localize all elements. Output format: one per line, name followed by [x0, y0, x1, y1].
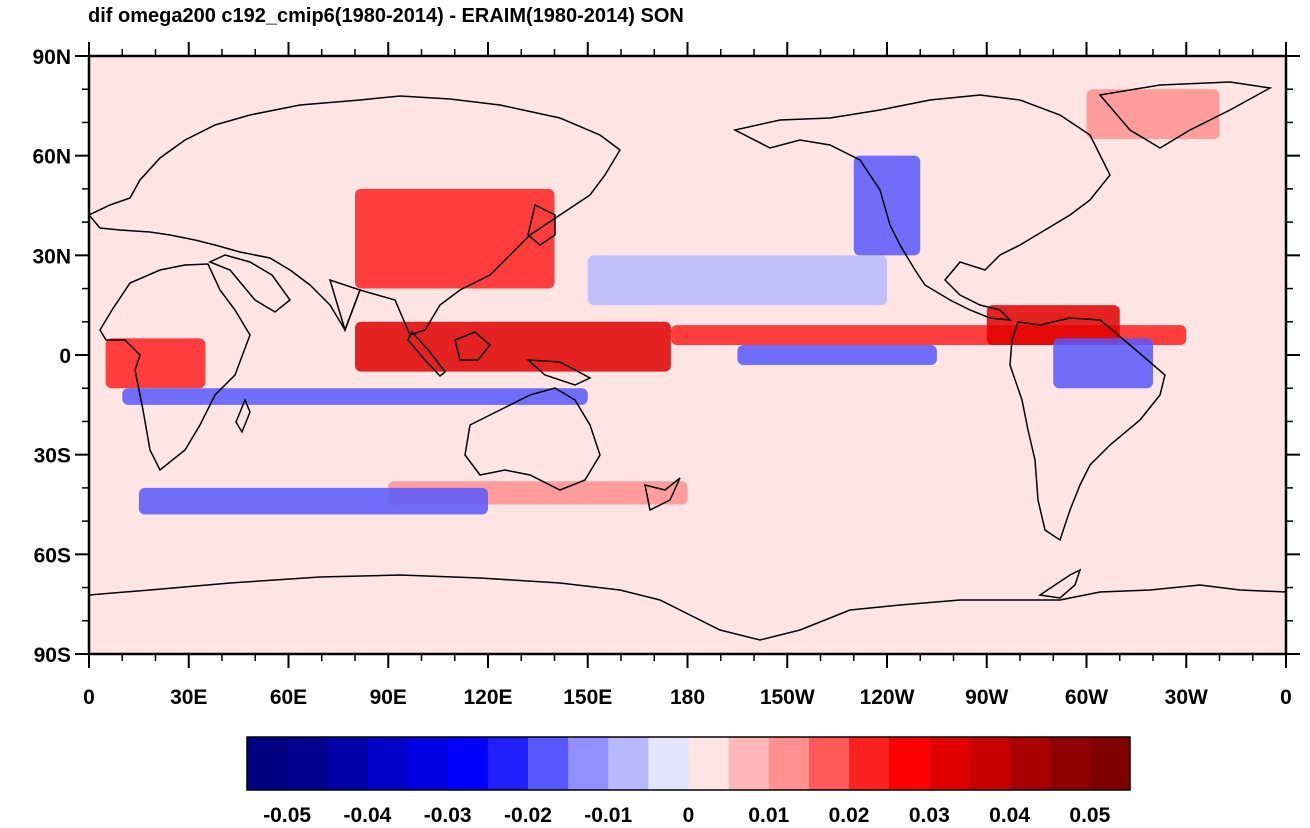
coast-newguinea: [525, 359, 592, 386]
colorbar-box: [929, 737, 970, 790]
coast-greenland: [1098, 81, 1273, 149]
lon-tick-label: 30W: [1165, 686, 1208, 709]
lon-tick-label: 150W: [760, 686, 815, 709]
colorbar-border: [246, 736, 1131, 791]
colorbar-label: 0.04: [989, 804, 1030, 827]
colorbar-box: [327, 737, 368, 790]
colorbar-box: [768, 737, 810, 790]
colorbar-box: [1009, 737, 1051, 790]
colorbar-box: [608, 737, 649, 790]
colorbar-box: [1089, 737, 1131, 790]
colorbar-box: [367, 737, 409, 790]
lon-tick-label: 90W: [965, 686, 1008, 709]
colorbar-box: [648, 737, 689, 790]
colorbar-box: [808, 737, 850, 790]
lon-tick-label: 0: [1280, 686, 1292, 709]
lat-tick-label: 0: [59, 345, 71, 368]
anomaly-region-8: [737, 345, 937, 365]
coast-sumatra: [407, 330, 447, 378]
anomaly-region-2: [105, 338, 206, 389]
colorbar-box: [1049, 737, 1091, 790]
anomaly-region-9: [122, 388, 588, 405]
longitude-axis: 0 30E 60E 90E 120E 150E 180 150W 120W 90W 60W 30W 0: [83, 42, 1292, 709]
anomaly-region-4: [986, 305, 1120, 346]
plot-title: dif omega200 c192_cmip6(1980-2014) - ERA…: [88, 5, 684, 27]
map-layer: 90N 60N 30N 0 30S 60S 90S 0 30E 60E 90E 120E 150E 18…: [32, 42, 1300, 709]
lat-tick-label: 60S: [34, 544, 71, 567]
colorbar-box: [527, 737, 569, 790]
colorbar-label: 0.01: [748, 804, 789, 827]
colorbar-label: 0.05: [1069, 804, 1110, 827]
anomaly-region-7: [1086, 89, 1220, 140]
lon-tick-label: 30E: [170, 686, 207, 709]
colorbar-box: [287, 737, 328, 790]
colorbar-label: 0.03: [909, 804, 950, 827]
anomaly-region-10: [138, 487, 488, 515]
colorbar-label: -0.01: [584, 804, 632, 827]
colorbar-label: -0.03: [424, 804, 472, 827]
colorbar-label: -0.05: [263, 804, 311, 827]
colorbar-label: -0.02: [504, 804, 552, 827]
colorbar-label: 0.02: [829, 804, 870, 827]
coast-borneo: [454, 331, 492, 361]
colorbar-box: [889, 737, 930, 790]
colorbar-box: [849, 737, 890, 790]
colorbar-box: [247, 737, 288, 790]
anomaly-shading: [105, 89, 1220, 515]
lat-tick-label: 30S: [34, 445, 71, 468]
anomaly-region-5: [355, 188, 555, 289]
coast-madagascar: [235, 398, 251, 434]
anomaly-region-11: [1053, 338, 1153, 389]
lon-tick-label: 120W: [860, 686, 915, 709]
colorbar-box: [487, 737, 529, 790]
coast-antarctic-peninsula: [1037, 568, 1082, 599]
colorbar-label: 0: [683, 804, 695, 827]
coast-eurasia: [89, 95, 621, 336]
lat-tick-label: 30N: [32, 245, 71, 268]
anomaly-region-1: [355, 321, 671, 372]
coast-india: [328, 278, 361, 333]
coast-japan: [527, 203, 556, 246]
colorbar-box: [447, 737, 489, 790]
anomaly-region-12: [853, 155, 921, 256]
coast-newzealand: [644, 477, 681, 512]
colorbar-label: -0.04: [343, 804, 391, 827]
colorbar-box: [407, 737, 449, 790]
lon-tick-label: 0: [83, 686, 95, 709]
lat-tick-label: 90S: [34, 644, 71, 667]
colorbar-box: [688, 737, 730, 790]
lon-tick-label: 150E: [563, 686, 612, 709]
lon-tick-label: 90E: [370, 686, 407, 709]
colorbar-box: [969, 737, 1011, 790]
lon-tick-label: 180: [670, 686, 705, 709]
coast-africa: [99, 263, 251, 472]
lon-tick-label: 120E: [463, 686, 512, 709]
lat-tick-label: 90N: [32, 46, 71, 69]
coast-northamerica: [732, 94, 1111, 321]
coast-antarctica: [89, 574, 1286, 654]
coast-southamerica: [1009, 317, 1166, 542]
colorbar-box: [728, 737, 770, 790]
lat-tick-label: 60N: [32, 146, 71, 169]
latitude-axis: 90N 60N 30N 0 30S 60S 90S: [32, 46, 1300, 667]
coast-arabia: [208, 254, 292, 313]
colorbar: -0.05 -0.04 -0.03 -0.02 -0.01 0 0.01 0.02 0.03 0.…: [246, 736, 1131, 827]
lon-tick-label: 60W: [1065, 686, 1108, 709]
lon-tick-label: 60E: [270, 686, 307, 709]
coastlines: [89, 81, 1286, 654]
anomaly-region-13: [587, 255, 887, 306]
coast-australia: [464, 387, 601, 491]
colorbar-box: [568, 737, 609, 790]
